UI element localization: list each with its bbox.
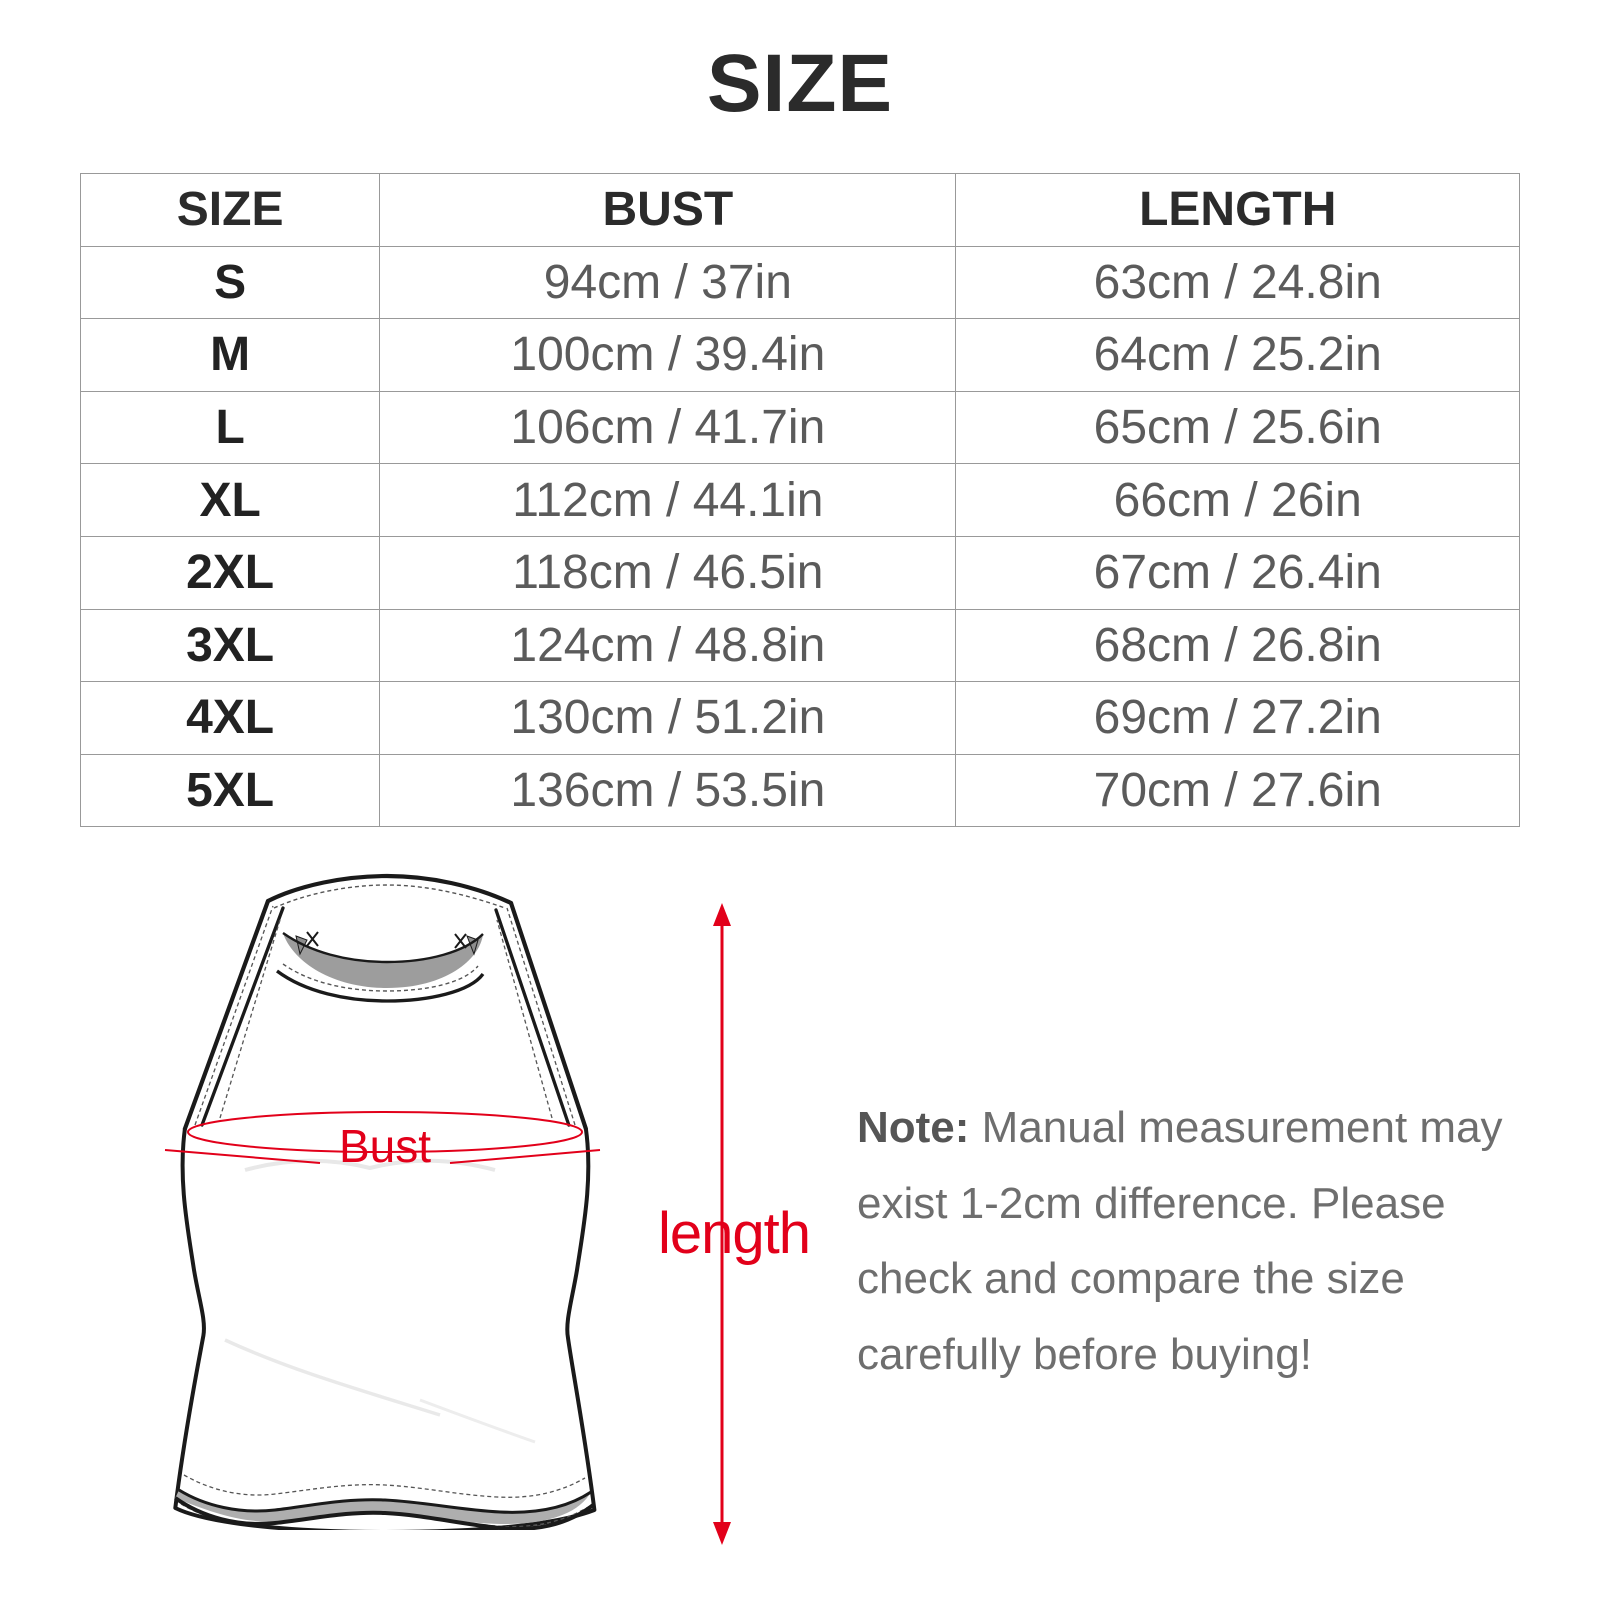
svg-text:Bust: Bust	[339, 1120, 431, 1172]
